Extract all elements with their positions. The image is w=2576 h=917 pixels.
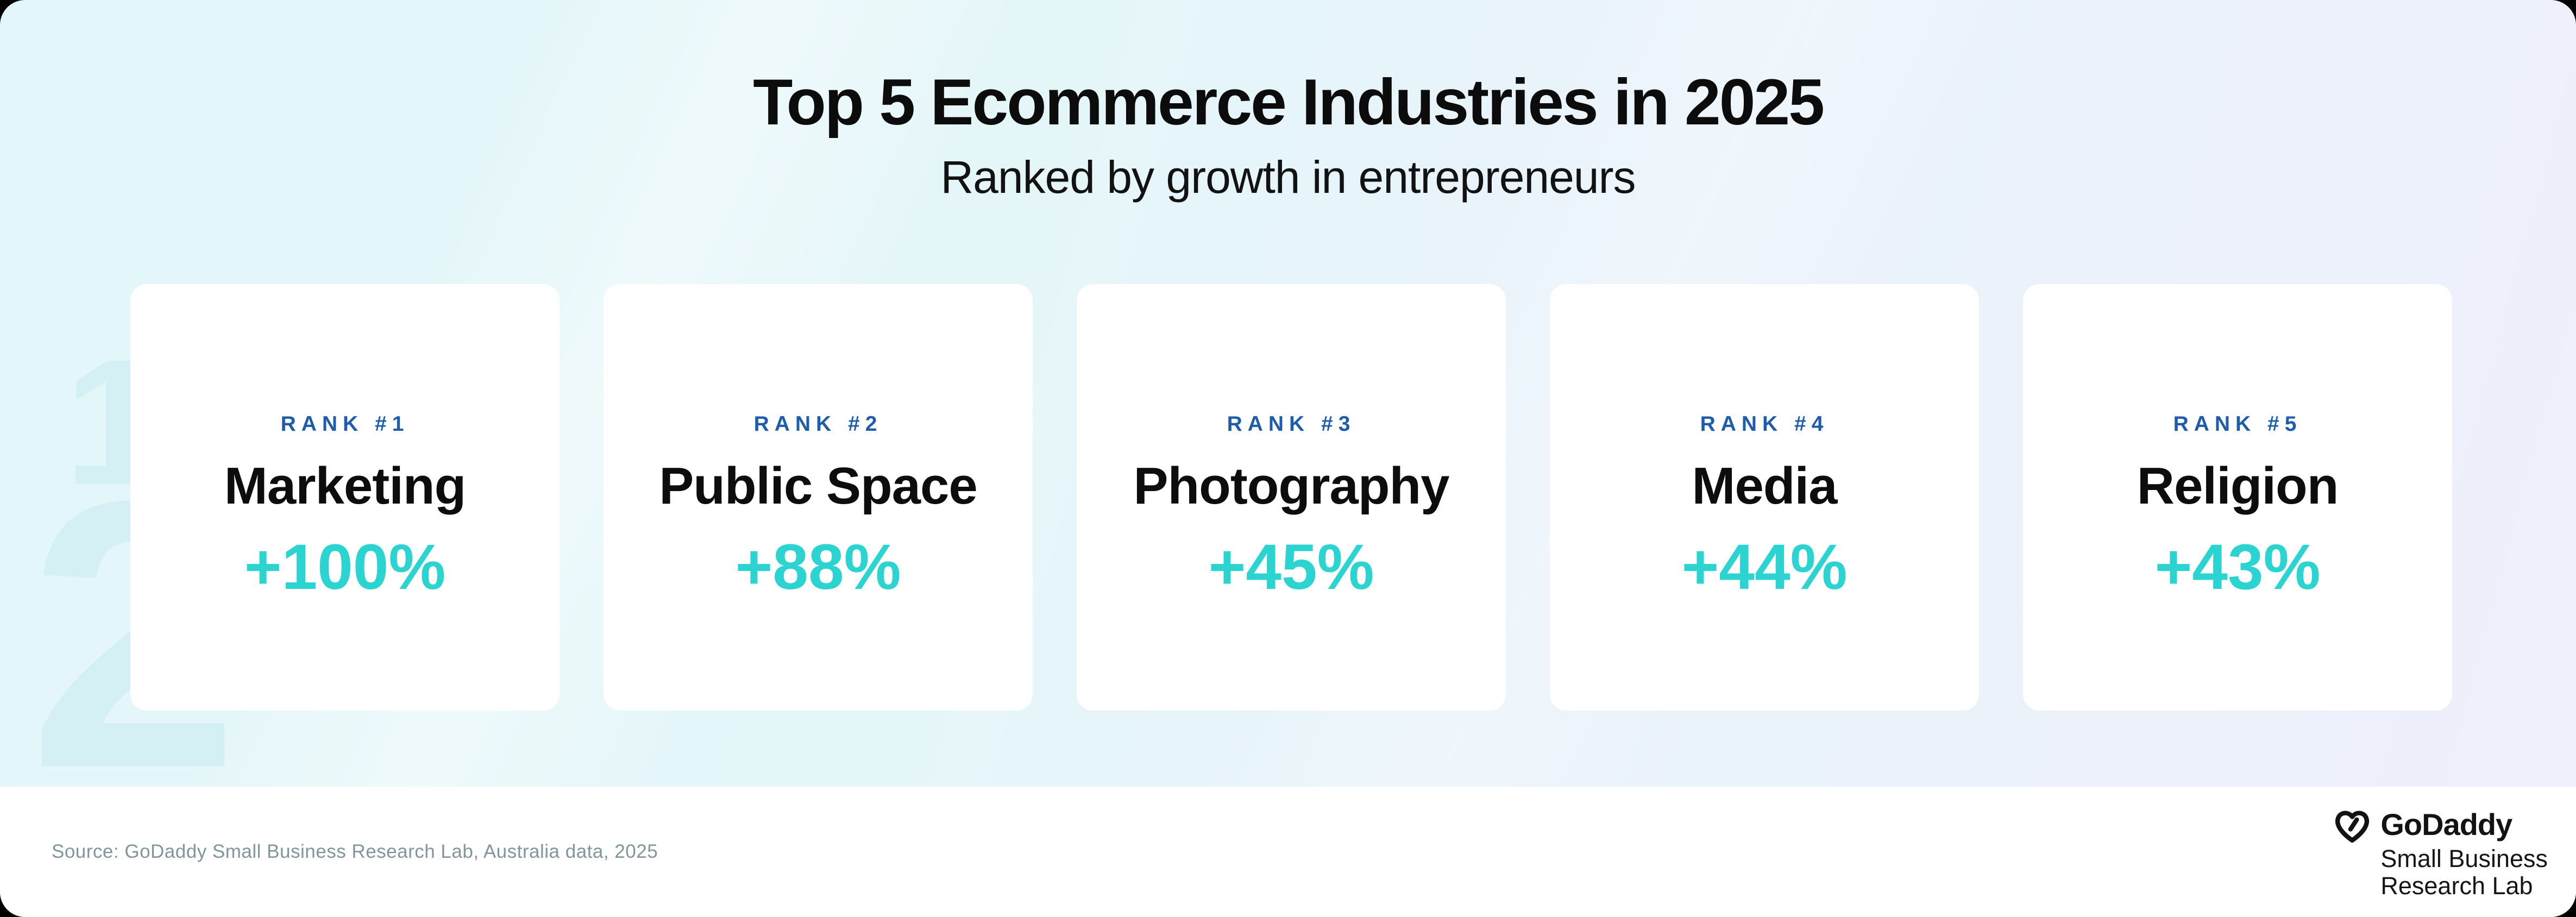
industry-card-1: RANK #1 Marketing +100% xyxy=(130,284,560,711)
rank-label: RANK #4 xyxy=(1700,412,1829,436)
industry-name: Photography xyxy=(1133,456,1450,515)
rank-label: RANK #5 xyxy=(2173,412,2302,436)
logo-subline-2: Research Lab xyxy=(2380,872,2533,900)
industry-name: Marketing xyxy=(224,456,466,515)
rank-label: RANK #3 xyxy=(1227,412,1356,436)
godaddy-heart-icon xyxy=(2335,811,2370,843)
industry-card-2: RANK #2 Public Space +88% xyxy=(604,284,1033,711)
industry-cards-row: RANK #1 Marketing +100% RANK #2 Public S… xyxy=(130,284,2452,711)
godaddy-logo-row: GoDaddy xyxy=(2332,804,2548,845)
page-subtitle: Ranked by growth in entrepreneurs xyxy=(940,152,1636,203)
industry-name: Public Space xyxy=(659,456,978,515)
godaddy-logo-block: GoDaddy Small Business Research Lab xyxy=(2332,804,2548,900)
growth-value: +88% xyxy=(735,531,901,604)
industry-card-3: RANK #3 Photography +45% xyxy=(1077,284,1506,711)
growth-value: +45% xyxy=(1208,531,1374,604)
header: Top 5 Ecommerce Industries in 2025 Ranke… xyxy=(0,70,2576,200)
growth-value: +43% xyxy=(2154,531,2321,604)
godaddy-wordmark: GoDaddy xyxy=(2380,807,2512,841)
industry-card-5: RANK #5 Religion +43% xyxy=(2023,284,2452,711)
industry-card-4: RANK #4 Media +44% xyxy=(1550,284,1979,711)
growth-value: +100% xyxy=(244,531,446,604)
industry-name: Religion xyxy=(2137,456,2339,515)
source-text: Source: GoDaddy Small Business Research … xyxy=(52,841,658,862)
logo-subline-1: Small Business xyxy=(2380,844,2548,872)
rank-label: RANK #1 xyxy=(280,412,410,436)
growth-value: +44% xyxy=(1681,531,1848,604)
industry-name: Media xyxy=(1692,456,1837,515)
footer-bar: Source: GoDaddy Small Business Research … xyxy=(0,787,2576,917)
page-title: Top 5 Ecommerce Industries in 2025 xyxy=(753,66,1825,139)
rank-label: RANK #2 xyxy=(753,412,883,436)
